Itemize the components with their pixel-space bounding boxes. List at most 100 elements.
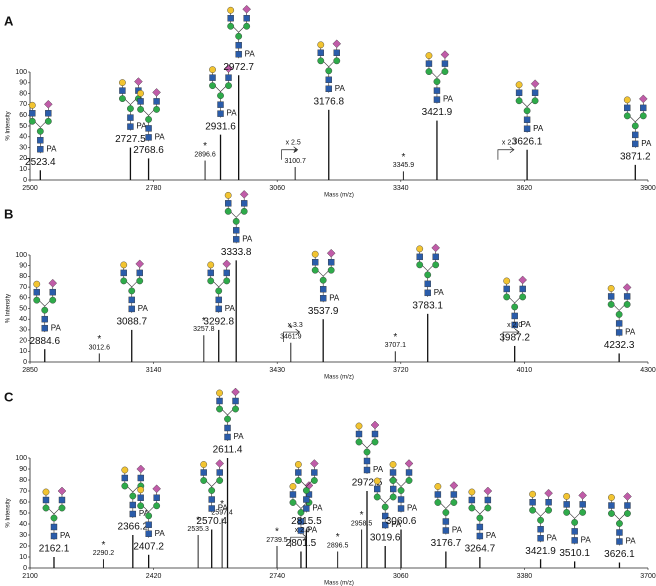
glycan-residue [137,90,144,97]
peak-label: 3783.1 [412,300,443,311]
peak-label: 3537.9 [308,306,339,317]
glycan-residue [434,499,442,506]
glycan-residue [152,484,161,494]
glycan-residue [41,315,48,323]
glycan-residue [519,285,526,293]
x-tick-label: 3340 [393,185,409,192]
glycan-residue [476,523,484,531]
glycan-residue [28,117,36,125]
star-marker: * [336,532,340,543]
glycan-icon: PA [317,39,346,93]
glycan-residue [58,504,66,512]
glycan-residue [615,320,623,327]
glycan-residue [317,57,325,65]
glycan-residue [319,295,327,302]
zoom-arrow [283,328,301,343]
glycan-tag: PA [227,109,238,118]
x-tick-label: 2500 [22,185,38,192]
glycan-icon: PA [623,94,652,148]
glycan-residue [571,519,579,526]
glycan-residue [468,496,476,504]
glycan-tag: PA [581,536,592,545]
glycan-residue [624,104,631,112]
y-tick-label: 0 [23,359,27,366]
glycan-icon: PA [503,275,531,329]
y-tick-label: 30 [19,144,27,151]
glycan-residue [530,79,540,89]
x-tick-label: 3430 [269,367,285,374]
peak-label: 2162.1 [39,544,70,555]
glycan-residue [355,430,363,438]
glycan-residue [136,277,144,285]
x-tick-label: 3060 [393,573,409,580]
star-marker: * [275,527,279,538]
glycan-residue [442,518,450,525]
glycan-residue [303,496,310,503]
glycan-residue [416,245,424,253]
glycan-residue [136,464,146,474]
glycan-icon: PA [137,484,165,538]
glycan-residue [424,271,432,279]
glycan-residue [381,512,389,520]
x-tick-label: 3380 [517,573,533,580]
x-tick-label: 2740 [269,573,285,580]
glycan-residue [207,261,215,269]
peak-label: 3871.2 [620,152,651,163]
glycan-residue [442,509,450,516]
y-tick-label: 10 [19,166,27,173]
glycan-residue [57,486,67,496]
glycan-tag: PA [486,531,497,540]
glycan-residue [311,250,319,258]
glycan-residue [405,477,413,484]
zoom-arrow [281,146,299,160]
glycan-tag: PA [312,504,323,513]
glycan-residue [216,397,223,405]
zoom-label: x 2.0 [507,322,522,329]
glycan-icon: PA [28,99,57,153]
glycan-residue [58,496,66,504]
glycan-residue [563,509,571,516]
glycan-residue [327,259,335,266]
peak-label: 2366.2 [118,522,149,533]
glycan-residue [531,89,539,96]
x-tick-label: 2100 [22,573,38,580]
glycan-residue [135,259,145,269]
glycan-icon: PA [289,481,318,535]
starred-peak-label: 2896.6 [194,151,216,158]
glycan-residue [216,469,223,476]
glycan-residue [389,493,397,501]
x-tick-label: 4300 [640,367,656,374]
glycan-residue [317,49,324,56]
glycan-residue [294,477,302,484]
glycan-residue [208,487,216,494]
glycan-residue [389,477,397,484]
glycan-residue [235,42,242,49]
glycan-tag: PA [373,465,384,474]
x-tick-label: 3720 [393,367,409,374]
glycan-residue [217,110,224,117]
peak-label: 3333.8 [221,247,252,258]
glycan-residue [515,81,523,89]
panel-letter: C [4,389,14,404]
peak-label: 3019.6 [370,533,401,544]
glycan-residue [136,269,143,277]
glycan-residue [129,510,137,518]
glycan-residue [397,496,405,503]
glycan-residue [235,51,242,58]
glycan-residue [121,482,129,490]
glycan-residue [49,288,56,296]
y-tick-label: 90 [19,263,27,270]
glycan-residue [289,483,297,490]
glycan-icon: PA [224,190,253,243]
glycan-residue [120,277,128,285]
y-tick-label: 30 [19,327,27,334]
glycan-residue [224,415,231,423]
glycan-tag: PA [625,537,636,546]
star-marker: * [102,540,106,551]
glycan-residue [529,499,536,506]
glycan-residue [537,526,544,533]
glycan-residue [128,296,135,304]
glycan-residue [121,466,129,474]
glycan-icon: PA [227,4,255,58]
glycan-residue [235,32,243,40]
